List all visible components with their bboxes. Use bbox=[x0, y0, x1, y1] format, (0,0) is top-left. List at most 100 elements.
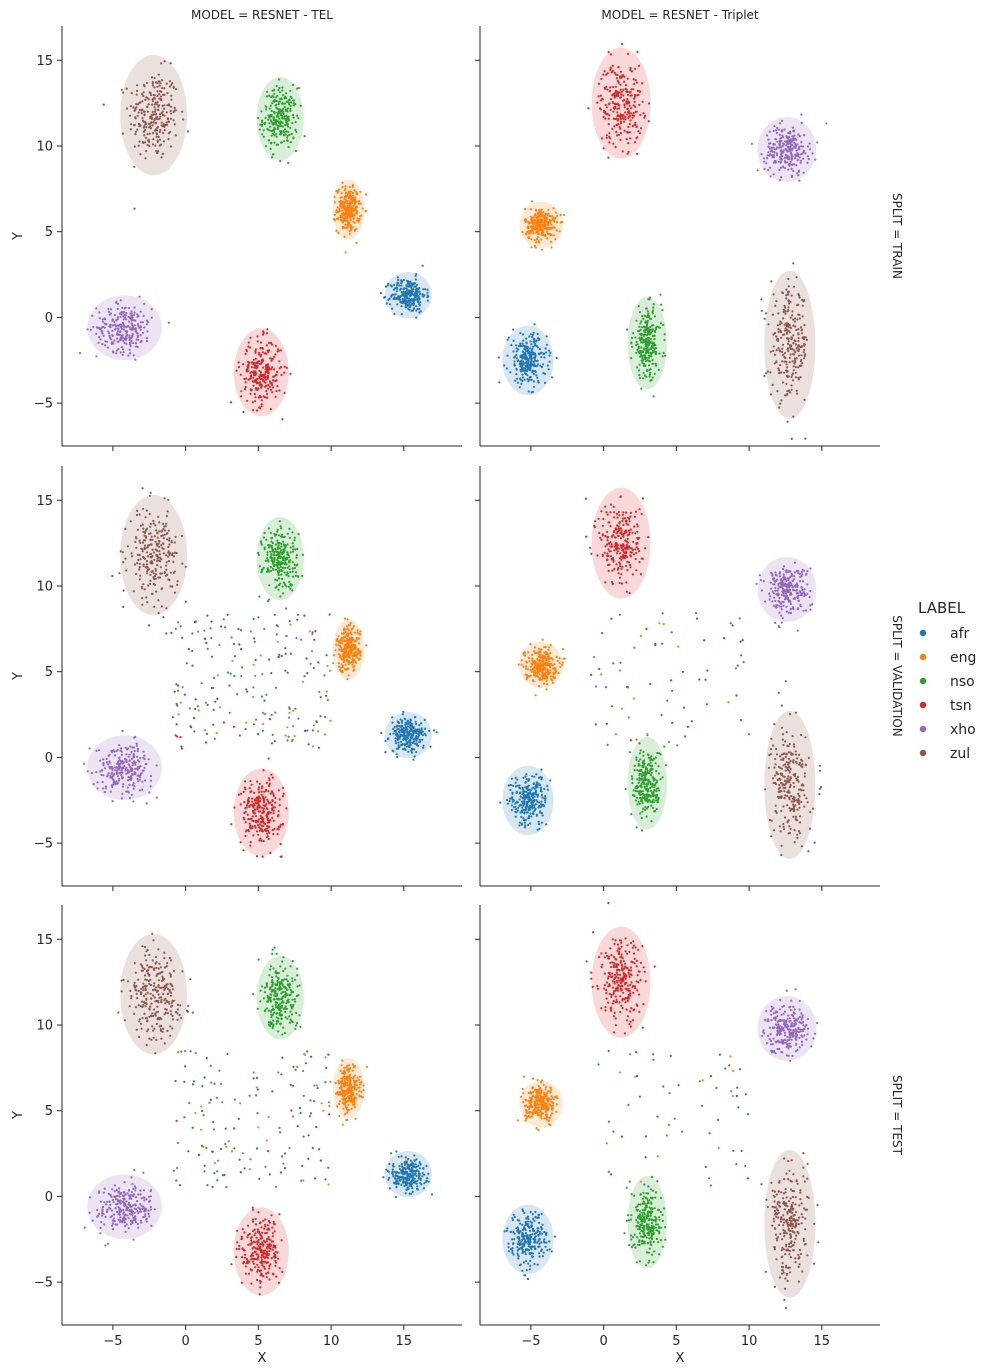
scatter-point bbox=[562, 213, 566, 216]
scatter-point bbox=[633, 95, 636, 98]
scatter-point bbox=[139, 334, 142, 337]
scatter-point bbox=[258, 829, 261, 832]
scatter-point bbox=[141, 780, 144, 783]
scatter-point bbox=[144, 120, 147, 123]
scatter-point bbox=[98, 335, 101, 339]
scatter-point bbox=[626, 98, 629, 101]
scatter-point bbox=[545, 335, 548, 338]
scatter-point bbox=[145, 596, 148, 599]
scatter-point bbox=[663, 333, 666, 336]
scatter-point bbox=[167, 120, 170, 123]
scatter-point bbox=[635, 351, 638, 354]
scatter-point bbox=[295, 564, 298, 567]
scatter-point bbox=[257, 796, 260, 799]
scatter-point bbox=[405, 287, 408, 290]
scatter-point bbox=[270, 142, 273, 145]
scatter-point bbox=[144, 157, 147, 160]
scatter-point bbox=[638, 103, 641, 106]
scatter-point bbox=[408, 741, 411, 744]
scatter-point bbox=[295, 636, 298, 640]
scatter-point bbox=[619, 127, 622, 130]
scatter-point bbox=[276, 143, 279, 146]
scatter-point bbox=[268, 115, 271, 119]
scatter-point bbox=[174, 627, 177, 630]
scatter-point bbox=[274, 127, 277, 130]
scatter-point bbox=[498, 381, 501, 384]
scatter-point bbox=[786, 310, 789, 313]
scatter-point bbox=[243, 818, 246, 821]
scatter-point bbox=[281, 795, 285, 798]
scatter-point bbox=[262, 820, 265, 824]
scatter-point bbox=[261, 711, 264, 714]
scatter-point bbox=[289, 587, 292, 590]
scatter-point bbox=[253, 640, 256, 643]
scatter-point bbox=[117, 348, 120, 351]
scatter-point bbox=[129, 775, 133, 778]
scatter-point bbox=[149, 94, 153, 97]
scatter-point bbox=[551, 215, 554, 218]
scatter-point bbox=[775, 131, 779, 135]
scatter-point bbox=[347, 212, 350, 215]
scatter-point bbox=[130, 92, 133, 95]
scatter-point bbox=[114, 783, 117, 786]
scatter-point bbox=[636, 50, 639, 54]
scatter-point bbox=[604, 117, 607, 120]
scatter-point bbox=[346, 627, 349, 630]
scatter-point bbox=[165, 561, 168, 564]
scatter-point bbox=[336, 217, 339, 220]
scatter-point bbox=[637, 547, 640, 551]
scatter-point bbox=[142, 756, 145, 760]
scatter-point bbox=[125, 772, 128, 775]
scatter-point bbox=[538, 229, 542, 232]
scatter-point bbox=[107, 772, 110, 775]
scatter-point bbox=[773, 353, 777, 356]
scatter-point bbox=[770, 146, 773, 149]
scatter-point bbox=[408, 731, 411, 734]
scatter-point bbox=[352, 643, 355, 647]
scatter-point bbox=[661, 355, 664, 358]
scatter-point bbox=[634, 336, 637, 339]
scatter-point bbox=[128, 753, 131, 756]
scatter-point bbox=[122, 328, 125, 331]
scatter-point bbox=[239, 373, 242, 376]
scatter-point bbox=[410, 303, 413, 306]
scatter-point bbox=[134, 130, 137, 133]
scatter-point bbox=[193, 730, 196, 733]
scatter-point bbox=[652, 309, 655, 312]
scatter-point bbox=[535, 360, 538, 363]
scatter-point bbox=[135, 513, 139, 517]
scatter-point bbox=[174, 88, 177, 91]
scatter-point bbox=[776, 324, 780, 327]
scatter-point bbox=[641, 315, 644, 318]
scatter-point bbox=[605, 134, 609, 137]
scatter-point bbox=[291, 570, 294, 573]
scatter-point bbox=[777, 347, 780, 350]
scatter-point bbox=[140, 112, 143, 115]
scatter-point bbox=[125, 342, 128, 345]
scatter-point bbox=[279, 112, 282, 115]
scatter-point bbox=[136, 768, 139, 771]
scatter-point bbox=[293, 539, 296, 542]
scatter-point bbox=[280, 124, 283, 127]
scatter-point bbox=[126, 769, 130, 772]
scatter-point bbox=[116, 318, 119, 321]
scatter-point bbox=[121, 785, 124, 788]
scatter-point bbox=[145, 802, 148, 805]
scatter-point bbox=[141, 541, 145, 544]
scatter-point bbox=[326, 664, 329, 668]
scatter-point bbox=[257, 733, 260, 736]
scatter-point bbox=[258, 351, 261, 354]
scatter-point bbox=[613, 94, 616, 97]
scatter-point bbox=[528, 368, 531, 371]
scatter-point bbox=[348, 204, 352, 207]
scatter-point bbox=[144, 123, 147, 126]
scatter-point bbox=[133, 749, 136, 753]
scatter-point bbox=[521, 342, 524, 345]
scatter-point bbox=[134, 761, 137, 764]
scatter-point bbox=[170, 105, 173, 108]
scatter-point bbox=[292, 725, 295, 728]
scatter-point bbox=[145, 337, 149, 340]
scatter-point bbox=[285, 92, 288, 95]
scatter-point bbox=[359, 202, 362, 205]
scatter-point bbox=[613, 125, 616, 128]
